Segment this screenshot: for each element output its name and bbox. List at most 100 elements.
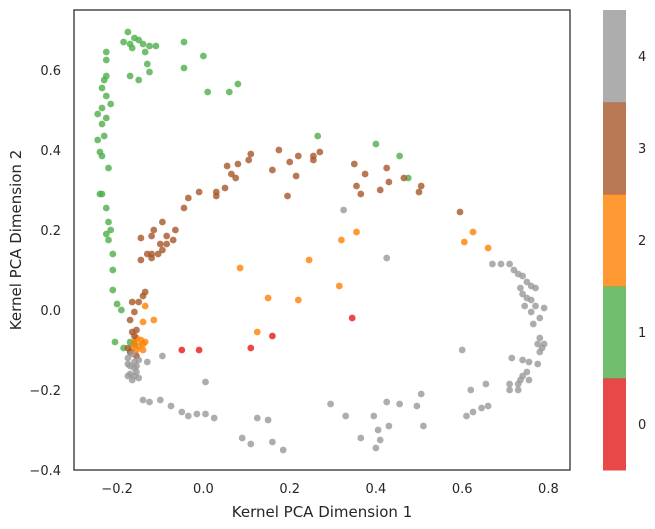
colorbar-segment (603, 10, 626, 103)
data-point (139, 346, 147, 354)
data-point (212, 192, 220, 200)
x-axis-label: Kernel PCA Dimension 1 (232, 503, 412, 521)
data-point (180, 38, 188, 46)
data-point (417, 182, 425, 190)
data-point (506, 386, 513, 394)
data-point (519, 356, 526, 364)
colorbar-tick-label: 3 (638, 142, 646, 157)
data-point (100, 132, 108, 140)
data-point (126, 316, 134, 324)
data-point (420, 422, 427, 430)
data-point (200, 52, 207, 60)
data-point (102, 48, 110, 56)
data-point (195, 188, 203, 196)
data-point (126, 72, 134, 80)
data-point (519, 272, 526, 280)
data-point (128, 44, 136, 52)
colorbar-tick-label: 1 (638, 326, 646, 341)
data-point (163, 240, 171, 248)
data-point (163, 232, 171, 240)
data-point (150, 226, 158, 234)
data-point (245, 156, 253, 164)
y-axis-label: Kernel PCA Dimension 2 (7, 150, 25, 330)
data-point (264, 294, 272, 302)
data-point (98, 84, 106, 92)
data-point (202, 410, 209, 418)
data-point (523, 368, 531, 376)
data-point (484, 244, 492, 252)
data-point (527, 296, 535, 304)
data-point (146, 398, 153, 406)
data-point (148, 254, 156, 262)
data-point (102, 230, 110, 238)
data-point (146, 42, 153, 50)
series-class-3 (124, 146, 464, 360)
data-point (316, 148, 324, 156)
y-tick-label: 0.4 (40, 144, 61, 159)
data-point (223, 162, 231, 170)
plot-area-frame (73, 9, 571, 471)
data-point (184, 194, 192, 202)
data-point (253, 328, 261, 336)
data-point (482, 380, 490, 388)
data-point (508, 354, 516, 362)
data-point (413, 402, 421, 410)
data-point (141, 302, 149, 310)
x-tick-label: 0.2 (279, 482, 300, 497)
data-point (510, 266, 518, 274)
colorbar-segment (603, 378, 626, 471)
data-point (111, 338, 119, 346)
data-point (489, 260, 496, 268)
data-point (131, 338, 138, 346)
data-point (376, 186, 384, 194)
data-point (98, 190, 106, 198)
data-point (195, 346, 203, 354)
data-point (238, 434, 246, 442)
x-axis-ticks: −0.2 0.0 0.2 0.4 0.6 0.8 (101, 482, 558, 497)
data-point (269, 166, 276, 174)
data-point (415, 188, 423, 196)
data-point (98, 120, 106, 128)
data-point (109, 286, 117, 294)
data-point (527, 308, 535, 316)
data-point (152, 42, 160, 50)
series-class-2 (128, 228, 492, 354)
data-point (310, 156, 317, 164)
data-point (150, 316, 158, 324)
data-point (139, 396, 147, 404)
data-point (135, 36, 143, 44)
data-point (124, 28, 132, 36)
data-point (536, 348, 544, 356)
data-point (135, 298, 143, 306)
data-point (305, 256, 313, 264)
data-point (139, 40, 147, 48)
data-point (131, 308, 138, 316)
data-point (521, 302, 529, 310)
data-point (361, 170, 369, 178)
data-point (376, 436, 384, 444)
colorbar-segment (603, 194, 626, 287)
data-point (284, 192, 291, 200)
data-point (193, 410, 201, 418)
data-point (525, 376, 533, 384)
data-point (172, 226, 179, 234)
data-point (350, 160, 358, 168)
data-point (128, 350, 136, 358)
data-point (335, 282, 343, 290)
data-point (253, 414, 261, 422)
data-point (102, 92, 110, 100)
data-point (269, 332, 276, 340)
data-point (137, 256, 145, 264)
y-axis-ticks: −0.4 −0.2 0.0 0.2 0.4 0.6 (29, 64, 61, 479)
series-class-4 (124, 206, 548, 454)
data-point (234, 160, 242, 168)
data-point (180, 64, 188, 72)
data-point (342, 412, 350, 420)
data-point (135, 76, 143, 84)
data-point (517, 284, 524, 292)
data-point (460, 238, 468, 246)
series-class-1 (94, 28, 412, 352)
y-tick-label: −0.2 (29, 384, 61, 399)
data-point (124, 372, 132, 380)
data-point (357, 434, 365, 442)
